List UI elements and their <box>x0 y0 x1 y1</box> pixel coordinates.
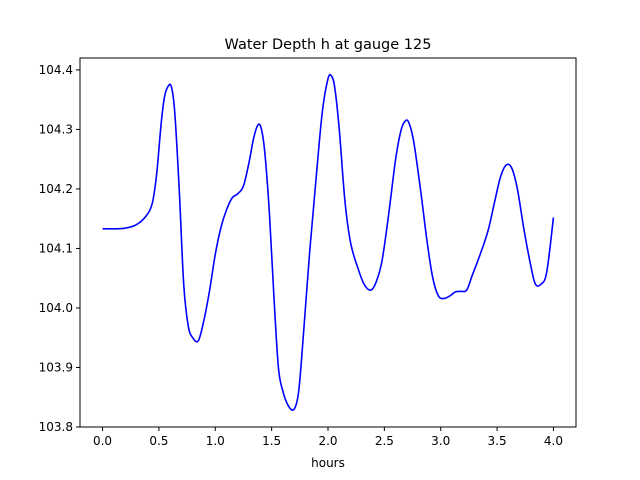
y-tick-label: 104.4 <box>39 63 73 77</box>
x-tick-label: 0.5 <box>149 434 168 448</box>
y-tick-label: 104.1 <box>39 241 73 255</box>
y-tick-label: 104.0 <box>39 301 73 315</box>
x-axis-label: hours <box>311 456 345 470</box>
x-tick-label: 2.0 <box>318 434 337 448</box>
x-tick-label: 3.0 <box>431 434 450 448</box>
series-line <box>102 73 555 411</box>
y-tick-label: 103.9 <box>39 360 73 374</box>
x-tick-label: 0.0 <box>93 434 112 448</box>
x-tick-label: 2.5 <box>375 434 394 448</box>
y-tick-label: 103.8 <box>39 420 73 434</box>
x-tick-label: 3.5 <box>488 434 507 448</box>
x-tick-label: 1.0 <box>206 434 225 448</box>
y-tick-label: 104.2 <box>39 182 73 196</box>
chart-title: Water Depth h at gauge 125 <box>225 37 432 53</box>
tick-group: 0.0 0.5 1.0 1.5 2.0 2.5 3.0 3.5 4.0 103.8 103.9 104… <box>39 63 563 448</box>
x-tick-label: 4.0 <box>544 434 563 448</box>
plot-frame <box>79 57 577 428</box>
y-tick-label: 104.3 <box>39 122 73 136</box>
x-tick-label: 1.5 <box>262 434 281 448</box>
